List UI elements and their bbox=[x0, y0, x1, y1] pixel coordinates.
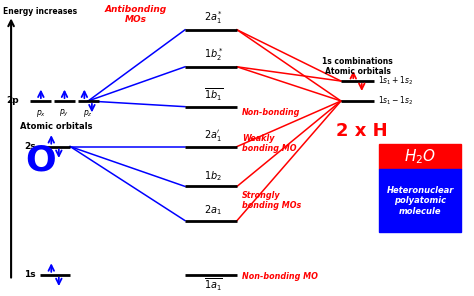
Text: Non-bonding MO: Non-bonding MO bbox=[242, 272, 318, 281]
Text: $\mathit{H_2O}$: $\mathit{H_2O}$ bbox=[404, 147, 436, 166]
Text: 1s combinations: 1s combinations bbox=[322, 57, 393, 66]
Text: $p_x$: $p_x$ bbox=[36, 108, 46, 119]
Text: $1s_1 + 1s_2$: $1s_1 + 1s_2$ bbox=[378, 75, 413, 87]
Text: $1b_2^*$: $1b_2^*$ bbox=[203, 46, 223, 63]
Text: $2a_1^*$: $2a_1^*$ bbox=[204, 9, 223, 26]
FancyBboxPatch shape bbox=[379, 169, 462, 232]
Text: O: O bbox=[26, 144, 56, 178]
Text: 2s: 2s bbox=[25, 142, 36, 151]
Text: $p_z$: $p_z$ bbox=[83, 108, 93, 119]
Text: $2a_1$: $2a_1$ bbox=[204, 203, 222, 217]
Text: Atomic orbitals: Atomic orbitals bbox=[19, 122, 92, 131]
Text: $\overline{1b_1}$: $\overline{1b_1}$ bbox=[204, 87, 223, 103]
Text: $2a_1'$: $2a_1'$ bbox=[204, 128, 222, 143]
FancyBboxPatch shape bbox=[379, 144, 462, 169]
Text: Non-bonding: Non-bonding bbox=[242, 108, 300, 117]
Text: $\overline{1a_1}$: $\overline{1a_1}$ bbox=[204, 276, 223, 293]
Text: $p_y$: $p_y$ bbox=[59, 108, 70, 119]
Text: $1b_2$: $1b_2$ bbox=[204, 169, 222, 183]
Text: Antibonding
MOs: Antibonding MOs bbox=[104, 5, 166, 24]
Text: 1s: 1s bbox=[25, 270, 36, 279]
Text: Heteronuclear
polyatomic
molecule: Heteronuclear polyatomic molecule bbox=[386, 186, 454, 215]
Text: $1s_1 - 1s_2$: $1s_1 - 1s_2$ bbox=[378, 95, 413, 107]
Text: Weakly
bonding MO: Weakly bonding MO bbox=[242, 134, 296, 153]
Text: 2 x H: 2 x H bbox=[337, 122, 388, 140]
Text: Energy increases: Energy increases bbox=[3, 7, 77, 16]
Text: Strongly
bonding MOs: Strongly bonding MOs bbox=[242, 191, 301, 210]
Text: 2p: 2p bbox=[6, 96, 18, 105]
Text: Atomic orbitals: Atomic orbitals bbox=[325, 67, 391, 75]
